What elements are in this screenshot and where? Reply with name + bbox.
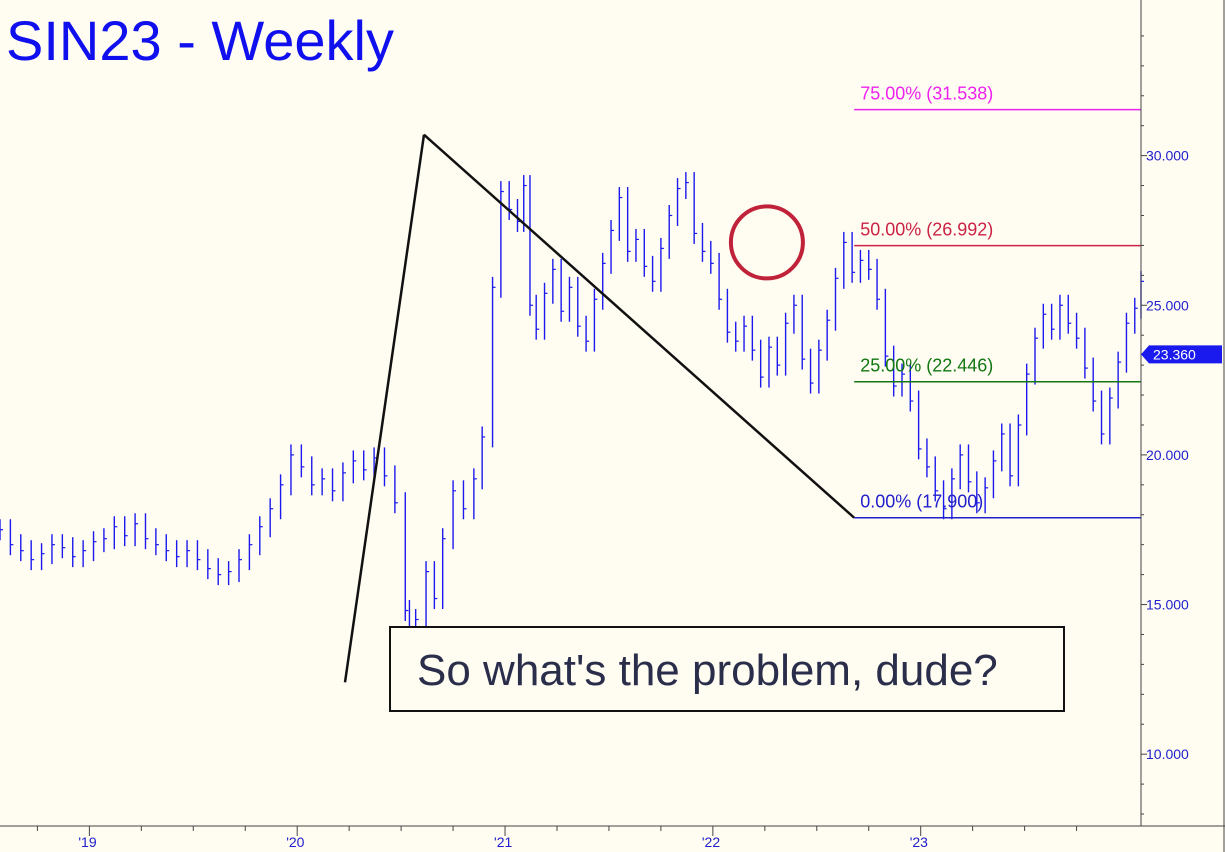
y-tick-label: 10.000: [1146, 746, 1189, 762]
abc-pattern-line: [343, 134, 426, 683]
y-tick-label: 20.000: [1146, 447, 1189, 463]
chart-title: SIN23 - Weekly: [6, 9, 394, 72]
highlight-circle: [728, 204, 805, 281]
last-price-label: 23.360: [1153, 346, 1196, 362]
abc-pattern-line: [423, 133, 856, 519]
x-tick-label: '23: [910, 834, 928, 850]
y-tick-label: 25.000: [1146, 297, 1189, 313]
fib-level-label: 0.00% (17.900): [860, 492, 983, 512]
price-series-layer: [0, 172, 1144, 687]
callout-text: So what's the problem, dude?: [417, 646, 998, 695]
x-tick-label: '20: [286, 834, 304, 850]
last-price-tag: 23.360: [1141, 345, 1222, 364]
callout-box: So what's the problem, dude?: [389, 626, 1065, 712]
x-tick-label: '19: [78, 834, 96, 850]
y-tick-label: 15.000: [1146, 597, 1189, 613]
y-tick-label: 30.000: [1146, 148, 1189, 164]
last-price-marker: [1141, 345, 1222, 364]
abc-pattern-layer: [343, 133, 856, 683]
x-tick-label: '21: [494, 834, 512, 850]
x-tick-label: '22: [702, 834, 720, 850]
fib-level-label: 75.00% (31.538): [860, 84, 993, 104]
fib-level-label: 25.00% (22.446): [860, 356, 993, 376]
tick-layer: 30.000 25.000 20.000 15.000 10.000 '19 '20 '21 '…: [36, 35, 1189, 850]
fib-level-label: 50.00% (26.992): [860, 220, 993, 240]
fib-level-layer: 75.00% (31.538) 50.00% (26.992) 25.00% (22…: [854, 84, 1141, 519]
